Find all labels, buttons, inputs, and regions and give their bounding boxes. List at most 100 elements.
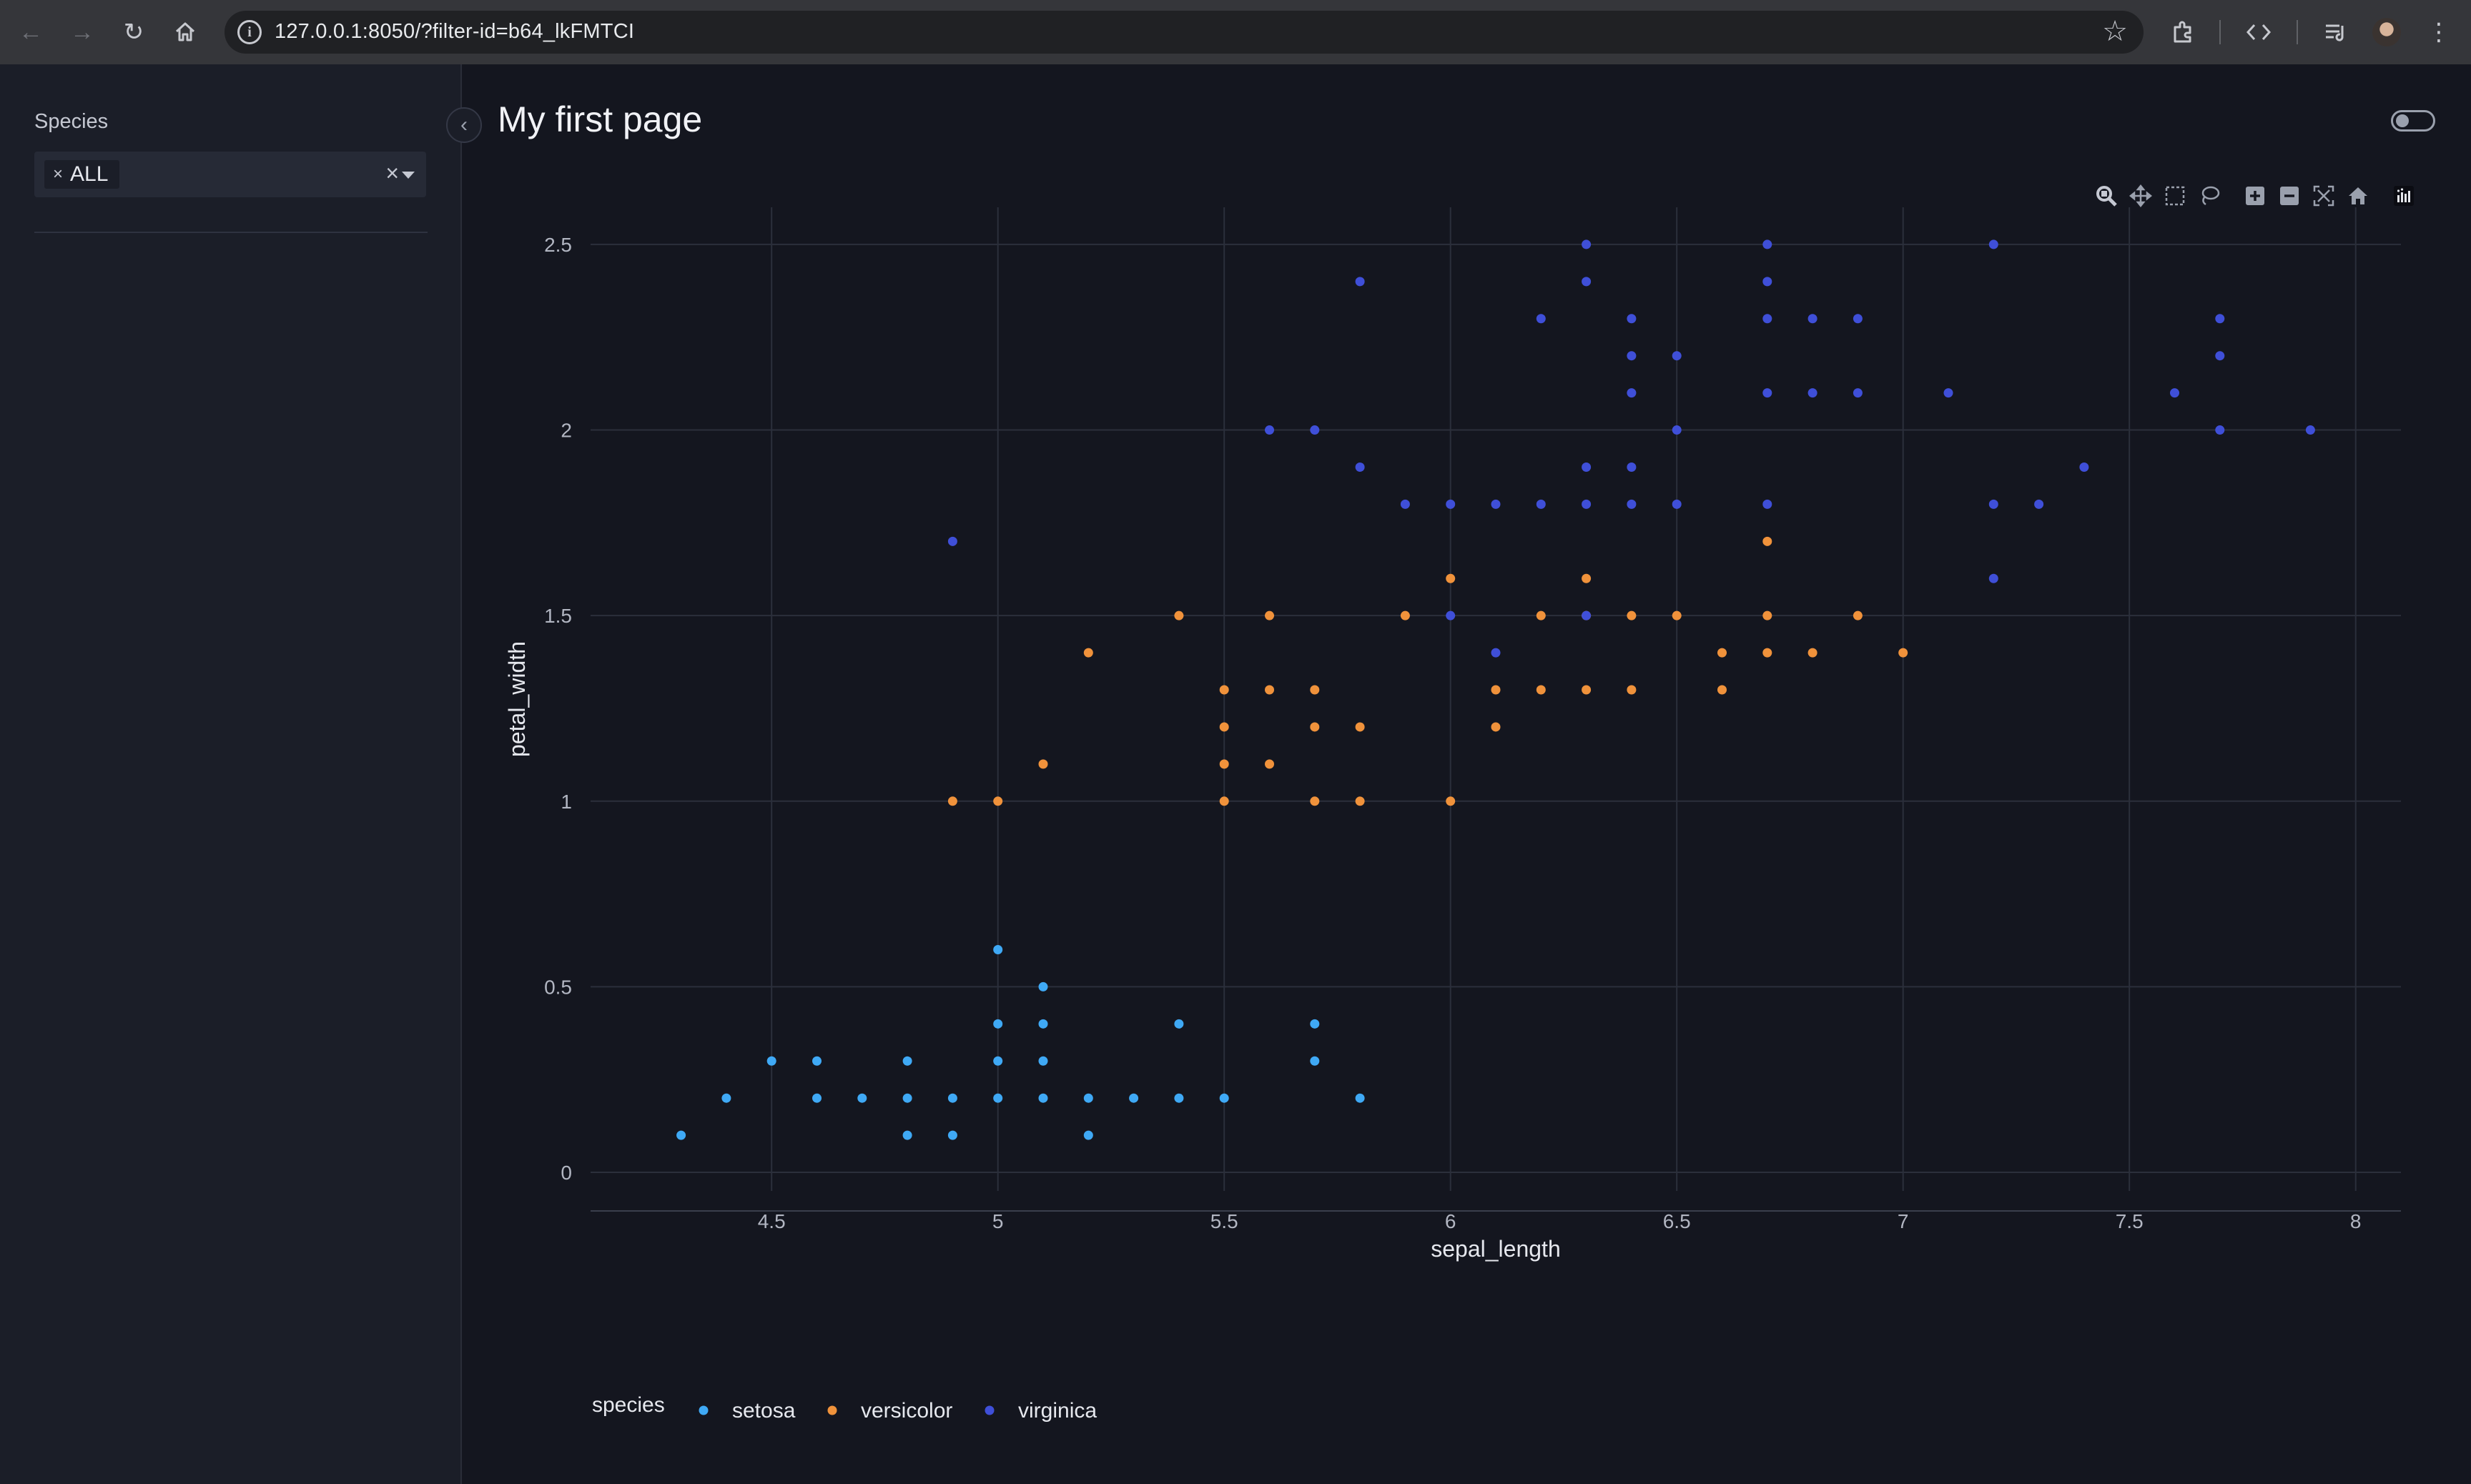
chip-remove-icon[interactable]: × xyxy=(53,164,64,184)
scatter-point-virginica[interactable] xyxy=(1491,648,1501,658)
scatter-point-virginica[interactable] xyxy=(1627,499,1637,509)
scatter-point-virginica[interactable] xyxy=(947,536,957,546)
scatter-point-versicolor[interactable] xyxy=(1219,759,1229,769)
scatter-point-versicolor[interactable] xyxy=(1219,685,1229,695)
scatter-point-virginica[interactable] xyxy=(1582,610,1592,620)
scatter-point-setosa[interactable] xyxy=(1083,1093,1093,1103)
scatter-point-virginica[interactable] xyxy=(1446,610,1456,620)
data-points[interactable] xyxy=(676,239,2315,1140)
legend-label-setosa[interactable]: setosa xyxy=(732,1399,796,1423)
zoom-icon[interactable] xyxy=(2091,180,2122,212)
scatter-point-virginica[interactable] xyxy=(1582,499,1592,509)
scatter-point-virginica[interactable] xyxy=(1582,462,1592,472)
scatter-point-setosa[interactable] xyxy=(902,1056,912,1066)
scatter-point-versicolor[interactable] xyxy=(1491,685,1501,695)
scatter-point-setosa[interactable] xyxy=(766,1056,776,1066)
scatter-point-setosa[interactable] xyxy=(947,1093,957,1103)
scatter-point-virginica[interactable] xyxy=(2079,462,2089,472)
zoom-in-icon[interactable] xyxy=(2239,180,2271,212)
scatter-point-virginica[interactable] xyxy=(1536,314,1546,324)
scatter-point-virginica[interactable] xyxy=(1762,239,1772,249)
scatter-point-virginica[interactable] xyxy=(1310,425,1320,435)
scatter-point-setosa[interactable] xyxy=(947,1130,957,1140)
lasso-select-icon[interactable] xyxy=(2194,180,2225,212)
scatter-point-versicolor[interactable] xyxy=(1310,722,1320,732)
address-bar[interactable]: i 127.0.0.1:8050/?filter-id=b64_lkFMTCI … xyxy=(225,11,2144,54)
scatter-point-setosa[interactable] xyxy=(857,1093,867,1103)
scatter-point-versicolor[interactable] xyxy=(1265,759,1274,769)
scatter-point-virginica[interactable] xyxy=(1672,499,1682,509)
scatter-point-virginica[interactable] xyxy=(1988,573,1998,583)
scatter-point-versicolor[interactable] xyxy=(1807,648,1818,658)
legend-marker-virginica[interactable] xyxy=(985,1405,995,1415)
scatter-point-virginica[interactable] xyxy=(2034,499,2044,509)
scatter-point-setosa[interactable] xyxy=(812,1093,822,1103)
selected-value-chip[interactable]: × ALL xyxy=(44,160,120,189)
home-icon[interactable] xyxy=(169,16,202,49)
scatter-point-versicolor[interactable] xyxy=(1717,685,1727,695)
scatter-point-versicolor[interactable] xyxy=(1627,610,1637,620)
scatter-point-setosa[interactable] xyxy=(1038,1056,1048,1066)
scatter-point-setosa[interactable] xyxy=(721,1093,731,1103)
scatter-point-versicolor[interactable] xyxy=(1219,722,1229,732)
scatter-point-virginica[interactable] xyxy=(1807,388,1818,398)
scatter-point-setosa[interactable] xyxy=(1219,1093,1229,1103)
scatter-point-virginica[interactable] xyxy=(1446,499,1456,509)
scatter-point-versicolor[interactable] xyxy=(1446,796,1456,806)
scatter-point-versicolor[interactable] xyxy=(993,796,1003,806)
scatter-point-virginica[interactable] xyxy=(1400,499,1410,509)
scatter-point-versicolor[interactable] xyxy=(1265,685,1274,695)
scatter-point-virginica[interactable] xyxy=(2170,388,2179,398)
scatter-point-versicolor[interactable] xyxy=(1762,648,1772,658)
scatter-point-virginica[interactable] xyxy=(1853,314,1863,324)
scatter-point-setosa[interactable] xyxy=(902,1093,912,1103)
scatter-point-setosa[interactable] xyxy=(1038,1019,1048,1029)
scatter-point-versicolor[interactable] xyxy=(1762,610,1772,620)
media-queue-icon[interactable] xyxy=(2319,16,2352,49)
scatter-point-virginica[interactable] xyxy=(1491,499,1501,509)
scatter-point-setosa[interactable] xyxy=(993,1093,1003,1103)
scatter-point-virginica[interactable] xyxy=(1627,388,1637,398)
scatter-point-virginica[interactable] xyxy=(1627,462,1637,472)
scatter-point-versicolor[interactable] xyxy=(1717,648,1727,658)
scatter-point-versicolor[interactable] xyxy=(1582,685,1592,695)
scatter-point-virginica[interactable] xyxy=(1988,239,1998,249)
scatter-point-versicolor[interactable] xyxy=(1219,796,1229,806)
box-select-icon[interactable] xyxy=(2159,180,2191,212)
scatter-point-versicolor[interactable] xyxy=(1582,573,1592,583)
scatter-point-versicolor[interactable] xyxy=(1627,685,1637,695)
legend-label-virginica[interactable]: virginica xyxy=(1018,1399,1097,1423)
scatter-point-versicolor[interactable] xyxy=(1898,648,1908,658)
scatter-point-virginica[interactable] xyxy=(1853,388,1863,398)
scatter-point-versicolor[interactable] xyxy=(1536,685,1546,695)
scatter-point-virginica[interactable] xyxy=(1672,351,1682,361)
bookmark-star-icon[interactable]: ☆ xyxy=(2102,16,2128,47)
scatter-point-setosa[interactable] xyxy=(676,1130,686,1140)
scatter-point-virginica[interactable] xyxy=(2215,425,2225,435)
scatter-point-versicolor[interactable] xyxy=(1491,722,1501,732)
scatter-point-virginica[interactable] xyxy=(2305,425,2315,435)
reload-icon[interactable]: ↻ xyxy=(123,19,144,46)
scatter-point-versicolor[interactable] xyxy=(1446,573,1456,583)
scatter-point-virginica[interactable] xyxy=(1582,239,1592,249)
scatter-point-virginica[interactable] xyxy=(1762,388,1772,398)
zoom-out-icon[interactable] xyxy=(2274,180,2305,212)
scatter-point-versicolor[interactable] xyxy=(1265,610,1274,620)
scatter-point-virginica[interactable] xyxy=(1582,277,1592,287)
reset-axes-icon[interactable] xyxy=(2342,180,2374,212)
extensions-icon[interactable] xyxy=(2166,16,2199,49)
scatter-point-virginica[interactable] xyxy=(1672,425,1682,435)
scatter-point-setosa[interactable] xyxy=(1310,1056,1320,1066)
menu-kebab-icon[interactable]: ⋮ xyxy=(2427,19,2451,46)
scatter-point-setosa[interactable] xyxy=(993,1056,1003,1066)
scatter-point-versicolor[interactable] xyxy=(1083,648,1093,658)
scatter-point-virginica[interactable] xyxy=(1762,314,1772,324)
legend-label-versicolor[interactable]: versicolor xyxy=(861,1399,952,1423)
profile-avatar[interactable] xyxy=(2372,18,2401,46)
scatter-point-setosa[interactable] xyxy=(993,944,1003,954)
scatter-point-setosa[interactable] xyxy=(1038,981,1048,991)
scatter-point-versicolor[interactable] xyxy=(1310,685,1320,695)
scatter-point-virginica[interactable] xyxy=(1627,314,1637,324)
collapse-sidebar-button[interactable]: ‹ xyxy=(446,107,482,143)
scatter-point-versicolor[interactable] xyxy=(1038,759,1048,769)
